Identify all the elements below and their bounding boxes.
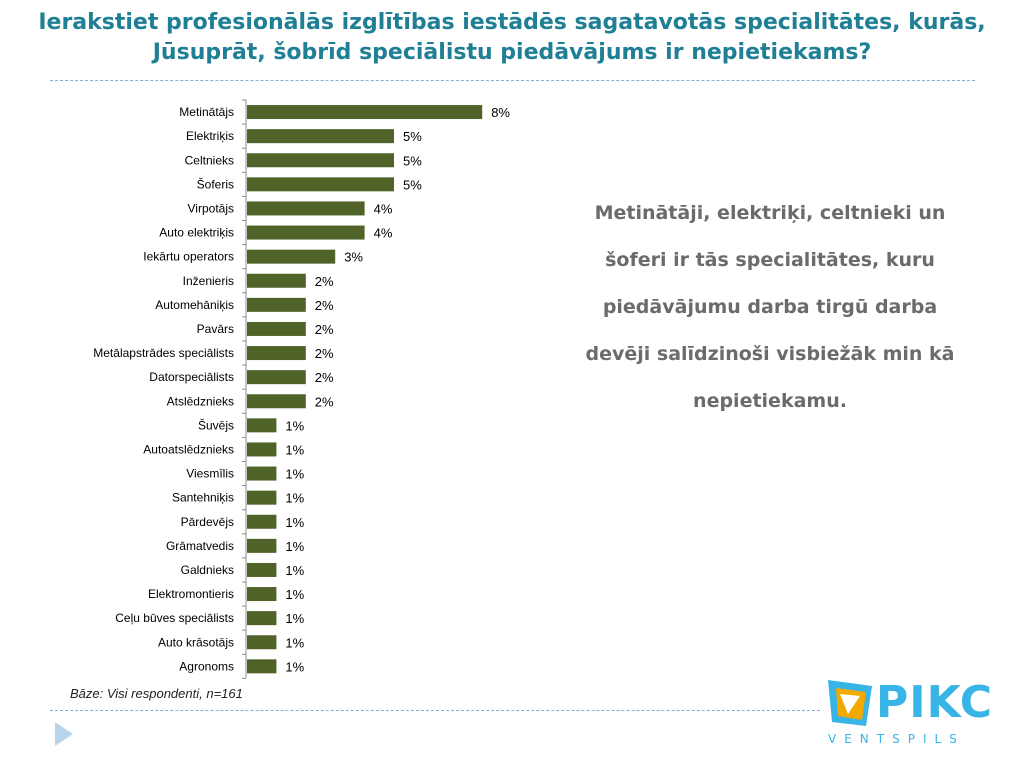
data-label: 1%: [285, 418, 304, 433]
bar: [247, 562, 277, 577]
footer-divider: [50, 710, 820, 711]
data-label: 5%: [403, 177, 422, 192]
data-label: 2%: [315, 394, 334, 409]
category-label: Metālapstrādes speciālists: [93, 346, 234, 360]
bar: [247, 297, 306, 312]
bar: [247, 249, 336, 264]
bar: [247, 273, 306, 288]
category-label: Auto krāsotājs: [158, 635, 234, 649]
bar: [247, 225, 365, 240]
bar: [247, 129, 394, 144]
bar: [247, 105, 483, 120]
bar: [247, 153, 394, 168]
data-label: 2%: [315, 370, 334, 385]
bar: [247, 611, 277, 626]
bar: [247, 442, 277, 457]
data-label: 1%: [285, 442, 304, 457]
bar: [247, 418, 277, 433]
category-label: Galdnieks: [181, 563, 234, 577]
bar: [247, 394, 306, 409]
category-label: Autoatslēdznieks: [143, 442, 234, 456]
bar: [247, 346, 306, 361]
data-label: 1%: [285, 515, 304, 530]
data-label: 1%: [285, 611, 304, 626]
category-label: Santehniķis: [172, 491, 234, 505]
category-label: Virpotājs: [188, 201, 234, 215]
data-label: 5%: [403, 153, 422, 168]
data-label: 8%: [491, 105, 510, 120]
data-label: 1%: [285, 539, 304, 554]
insight-text: Metinātāji, elektriķi, celtnieki un šofe…: [585, 202, 955, 412]
category-label: Pavārs: [197, 322, 234, 336]
bar: [247, 466, 277, 481]
data-label: 2%: [315, 322, 334, 337]
data-label: 5%: [403, 129, 422, 144]
data-label: 1%: [285, 659, 304, 674]
category-label: Elektriķis: [186, 129, 234, 143]
category-label: Elektromontieris: [148, 587, 234, 601]
bar: [247, 490, 277, 505]
logo-text: PIKC: [876, 677, 994, 728]
category-label: Grāmatvedis: [166, 539, 234, 553]
data-label: 4%: [374, 226, 393, 241]
data-label: 3%: [344, 250, 363, 265]
category-label: Auto elektriķis: [159, 226, 234, 240]
category-label: Pārdevējs: [181, 515, 234, 529]
data-label: 1%: [285, 563, 304, 578]
data-label: 1%: [285, 587, 304, 602]
next-slide-arrow-icon[interactable]: [55, 722, 73, 746]
data-label: 4%: [374, 201, 393, 216]
category-label: Inženieris: [183, 274, 234, 288]
category-label: Šoferis: [197, 176, 234, 191]
data-label: 1%: [285, 467, 304, 482]
category-label: Datorspeciālists: [149, 370, 234, 384]
data-label: 2%: [315, 274, 334, 289]
bar: [247, 659, 277, 674]
category-label: Iekārtu operators: [143, 250, 234, 264]
category-label: Šuvējs: [198, 417, 234, 432]
category-label: Automehāniķis: [155, 298, 234, 312]
pikc-logo: PIKC VENTSPILS: [826, 676, 996, 756]
category-label: Ceļu būves speciālists: [115, 611, 234, 625]
bar: [247, 635, 277, 650]
data-label: 2%: [315, 298, 334, 313]
category-label: Agronoms: [179, 659, 234, 673]
data-label: 1%: [285, 491, 304, 506]
data-label: 2%: [315, 346, 334, 361]
bar: [247, 587, 277, 602]
bar: [247, 321, 306, 336]
bar-chart: Metinātājs 8% Elektriķis 5% Celtnieks 5% Šofer…: [93, 99, 510, 679]
bar: [247, 177, 394, 192]
bar: [247, 538, 277, 553]
category-label: Metinātājs: [179, 105, 234, 119]
category-label: Viesmīlis: [186, 467, 234, 481]
base-note: Bāze: Visi respondenti, n=161: [70, 686, 243, 701]
category-label: Atslēdznieks: [167, 394, 234, 408]
title-divider: [50, 80, 975, 81]
bar: [247, 201, 365, 216]
bar: [247, 370, 306, 385]
logo-subtext: VENTSPILS: [828, 732, 965, 746]
slide-title: Ierakstiet profesionālās izglītības iest…: [38, 10, 986, 65]
logo-mark-icon: [828, 680, 872, 726]
category-label: Celtnieks: [185, 153, 234, 167]
bar: [247, 514, 277, 529]
data-label: 1%: [285, 635, 304, 650]
